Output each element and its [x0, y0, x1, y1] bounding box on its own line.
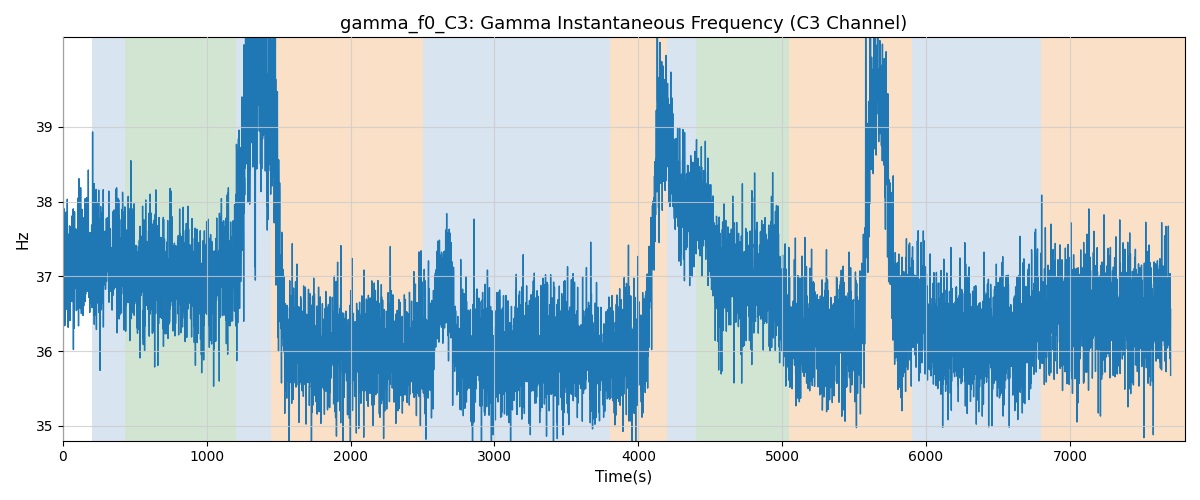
- Bar: [235, 38, 271, 440]
- Bar: [790, 38, 912, 440]
- Bar: [610, 38, 667, 440]
- Bar: [667, 38, 696, 440]
- X-axis label: Time(s): Time(s): [595, 470, 653, 485]
- Bar: [271, 38, 422, 440]
- Y-axis label: Hz: Hz: [16, 230, 30, 249]
- Bar: [91, 38, 125, 440]
- Bar: [912, 38, 1042, 440]
- Bar: [125, 38, 235, 440]
- Bar: [696, 38, 790, 440]
- Bar: [1042, 38, 1186, 440]
- Title: gamma_f0_C3: Gamma Instantaneous Frequency (C3 Channel): gamma_f0_C3: Gamma Instantaneous Frequen…: [341, 15, 907, 34]
- Bar: [422, 38, 610, 440]
